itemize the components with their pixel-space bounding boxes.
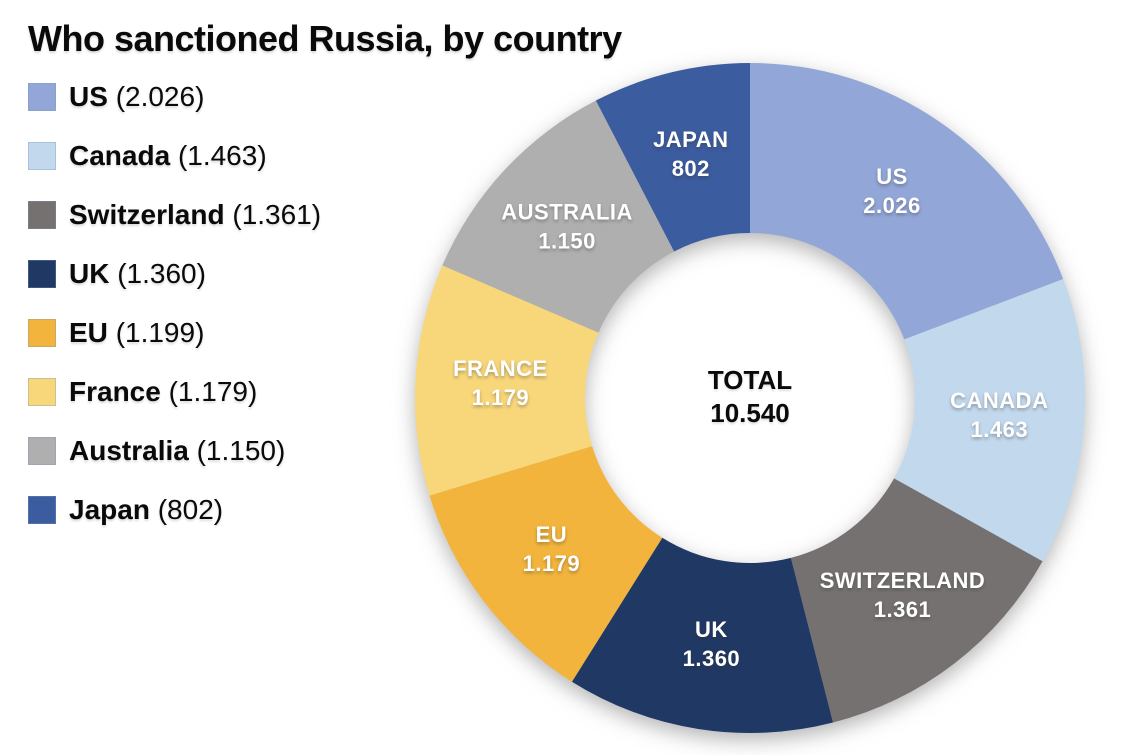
- slice-name-text: FRANCE: [453, 356, 548, 381]
- slice-label-switzerland: SWITZERLAND 1.361: [820, 568, 986, 622]
- legend-country-name: Australia: [69, 435, 189, 466]
- slice-value-text: 802: [672, 156, 710, 181]
- legend-item-france: France (1.179): [28, 376, 428, 408]
- slice-value-text: 2.026: [863, 193, 921, 218]
- slice-eu: [429, 446, 663, 682]
- legend-item-switzerland: Switzerland (1.361): [28, 199, 428, 231]
- legend: US (2.026) Canada (1.463) Switzerland (1.3…: [28, 81, 428, 555]
- chart-title: Who sanctioned Russia, by country: [28, 18, 622, 59]
- slice-name-text: CANADA: [950, 388, 1048, 413]
- legend-item-us: US (2.026): [28, 81, 428, 113]
- slice-name-text: AUSTRALIA: [501, 200, 633, 225]
- legend-country-name: Switzerland: [69, 199, 225, 230]
- legend-item-japan: Japan (802): [28, 494, 428, 526]
- legend-country-value: (1.199): [115, 317, 205, 348]
- legend-label: Japan (802): [69, 494, 223, 526]
- slice-label-france: FRANCE 1.179: [453, 356, 548, 410]
- slice-name-text: UK: [695, 617, 728, 642]
- slice-australia: [442, 100, 675, 333]
- legend-label: Switzerland (1.361): [69, 199, 321, 231]
- legend-item-canada: Canada (1.463): [28, 140, 428, 172]
- legend-swatch: [28, 378, 56, 406]
- legend-country-name: Japan: [69, 494, 150, 525]
- legend-item-uk: UK (1.360): [28, 258, 428, 290]
- slice-name-text: US: [876, 164, 908, 189]
- legend-swatch: [28, 142, 56, 170]
- slice-label-eu: EU 1.179: [523, 522, 581, 576]
- legend-country-value: (2.026): [115, 81, 205, 112]
- slice-value-text: 1.360: [683, 646, 741, 671]
- legend-swatch: [28, 201, 56, 229]
- legend-country-name: US: [69, 81, 108, 112]
- legend-swatch: [28, 83, 56, 111]
- legend-country-name: France: [69, 376, 161, 407]
- slice-us: [750, 62, 1064, 340]
- legend-country-value: (1.463): [177, 140, 267, 171]
- legend-country-value: (1.179): [168, 376, 258, 407]
- slice-value-text: 1.361: [874, 597, 932, 622]
- slice-label-australia: AUSTRALIA 1.150: [501, 200, 633, 254]
- legend-country-name: Canada: [69, 140, 171, 171]
- legend-swatch: [28, 260, 56, 288]
- slice-name-text: JAPAN: [653, 127, 728, 152]
- legend-country-name: UK: [69, 258, 110, 289]
- legend-country-value: (1.150): [196, 435, 286, 466]
- slice-label-uk: UK 1.360: [683, 617, 741, 671]
- legend-label: US (2.026): [69, 81, 204, 113]
- slice-value-text: 1.179: [472, 385, 530, 410]
- legend-country-value: (1.361): [232, 199, 322, 230]
- slice-switzerland: [790, 478, 1043, 723]
- legend-country-name: EU: [69, 317, 108, 348]
- total-value: 10.540: [710, 398, 790, 428]
- legend-country-value: (802): [157, 494, 224, 525]
- legend-label: Australia (1.150): [69, 435, 285, 467]
- total-label: TOTAL: [708, 365, 792, 395]
- slice-value-text: 1.179: [523, 551, 581, 576]
- legend-swatch: [28, 319, 56, 347]
- legend-country-value: (1.360): [117, 258, 206, 289]
- slice-value-text: 1.150: [538, 229, 596, 254]
- legend-label: France (1.179): [69, 376, 257, 408]
- slice-label-japan: JAPAN 802: [653, 127, 728, 181]
- slice-label-canada: CANADA 1.463: [950, 388, 1048, 442]
- slice-name-text: EU: [536, 522, 568, 547]
- slice-japan: [595, 62, 750, 252]
- legend-label: EU (1.199): [69, 317, 204, 349]
- slice-uk: [571, 537, 833, 733]
- donut-slices: [415, 62, 1086, 733]
- legend-swatch: [28, 496, 56, 524]
- slice-france: [415, 265, 599, 496]
- slice-label-us: US 2.026: [863, 164, 921, 218]
- legend-label: UK (1.360): [69, 258, 206, 290]
- legend-item-eu: EU (1.199): [28, 317, 428, 349]
- legend-swatch: [28, 437, 56, 465]
- legend-item-australia: Australia (1.150): [28, 435, 428, 467]
- donut-slice-labels: US 2.026 CANADA 1.463 SWITZERLAND 1.361 UK 1.36…: [453, 127, 1048, 671]
- slice-canada: [894, 279, 1086, 562]
- slice-name-text: SWITZERLAND: [820, 568, 986, 593]
- slice-value-text: 1.463: [971, 417, 1029, 442]
- legend-label: Canada (1.463): [69, 140, 267, 172]
